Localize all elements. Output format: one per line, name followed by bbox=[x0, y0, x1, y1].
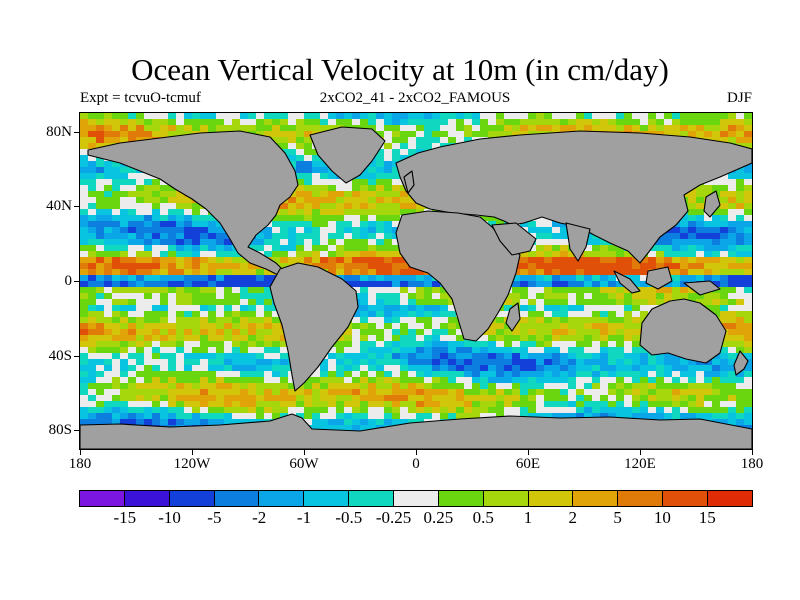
lat-tick bbox=[74, 131, 80, 133]
colorbar-label: -0.25 bbox=[375, 508, 412, 527]
colorbar-box bbox=[708, 491, 752, 506]
colorbar-label: -10 bbox=[158, 508, 181, 527]
land-south-america bbox=[269, 262, 359, 392]
lon-tick bbox=[752, 449, 753, 455]
lon-tick bbox=[416, 449, 417, 455]
colorbar-box bbox=[349, 491, 395, 506]
season-label: DJF bbox=[726, 90, 752, 106]
lon-tick-label: 120W bbox=[173, 456, 211, 472]
experiment-label: Expt = tcvuO-tcmuf bbox=[80, 90, 201, 106]
land-masses bbox=[80, 126, 752, 449]
lat-tick bbox=[74, 206, 80, 208]
colorbar-label: 0.5 bbox=[472, 508, 494, 527]
colorbar-box bbox=[394, 491, 439, 506]
lat-tick-label: 0 bbox=[64, 273, 73, 289]
lat-tick-label: 40S bbox=[48, 347, 72, 364]
colorbar-box bbox=[80, 491, 125, 506]
colorbar-label: 10 bbox=[653, 508, 671, 527]
colorbar-box bbox=[304, 491, 350, 506]
lon-tick-label: 60E bbox=[515, 456, 541, 472]
lon-tick bbox=[304, 449, 305, 455]
lat-tick-label: 80N bbox=[46, 123, 72, 140]
lon-tick bbox=[80, 449, 81, 455]
colorbar-box bbox=[438, 491, 484, 506]
colorbar-box bbox=[214, 491, 260, 506]
lon-tick bbox=[192, 449, 193, 455]
land-sumatra bbox=[613, 270, 641, 294]
map-title: Ocean Vertical Velocity at 10m (in cm/da… bbox=[131, 52, 669, 87]
land-japan bbox=[703, 190, 721, 218]
lon-tick-label: 180 bbox=[740, 456, 764, 472]
lon-tick-label: 60W bbox=[289, 456, 319, 472]
land-britain bbox=[403, 170, 415, 194]
colorbar-label: 1 bbox=[523, 508, 533, 527]
experiment-comparison-label: 2xCO2_41 - 2xCO2_FAMOUS bbox=[319, 90, 511, 106]
land-borneo bbox=[645, 266, 673, 290]
colorbar-box bbox=[528, 491, 574, 506]
lat-tick-label: 80S bbox=[48, 422, 72, 439]
colorbar-box bbox=[259, 491, 305, 506]
colorbar-box bbox=[483, 491, 529, 506]
lat-tick bbox=[74, 355, 80, 357]
colorbar-box bbox=[618, 491, 664, 506]
colorbar-label: 5 bbox=[613, 508, 622, 527]
map-panel bbox=[79, 112, 753, 450]
lon-tick bbox=[640, 449, 641, 455]
lon-tick-label: 120E bbox=[624, 456, 656, 472]
colorbar-box bbox=[573, 491, 619, 506]
velocity-map bbox=[80, 113, 752, 449]
lat-tick bbox=[74, 281, 80, 282]
land-antarctica bbox=[80, 413, 752, 449]
land-arabia bbox=[491, 222, 537, 256]
land-australia bbox=[639, 298, 727, 364]
lon-tick-label: 0 bbox=[412, 456, 420, 472]
lat-tick bbox=[74, 430, 80, 432]
colorbar-label: -0.5 bbox=[335, 508, 363, 527]
colorbar-box bbox=[169, 491, 215, 506]
colorbar-label: 15 bbox=[698, 508, 716, 527]
land-new-zealand bbox=[733, 350, 749, 376]
colorbar-box bbox=[663, 491, 709, 506]
land-eurasia bbox=[395, 130, 752, 264]
lon-tick-label: 180 bbox=[68, 456, 92, 472]
lat-tick-label: 40N bbox=[46, 198, 72, 215]
land-madagascar bbox=[505, 302, 521, 332]
land-africa bbox=[395, 210, 521, 342]
colorbar-label: -5 bbox=[207, 508, 222, 527]
colorbar-label: -1 bbox=[296, 508, 312, 527]
colorbar-box bbox=[124, 491, 170, 506]
land-india bbox=[565, 222, 591, 262]
colorbar-label: -15 bbox=[113, 508, 137, 527]
land-north-america bbox=[87, 130, 299, 276]
colorbar-label: 2 bbox=[568, 508, 578, 527]
land-greenland bbox=[309, 126, 386, 184]
colorbar bbox=[79, 490, 753, 507]
lon-tick bbox=[528, 449, 529, 455]
colorbar-label: 0.25 bbox=[423, 508, 454, 527]
land-new-guinea bbox=[683, 280, 721, 296]
colorbar-label: -2 bbox=[252, 508, 267, 527]
